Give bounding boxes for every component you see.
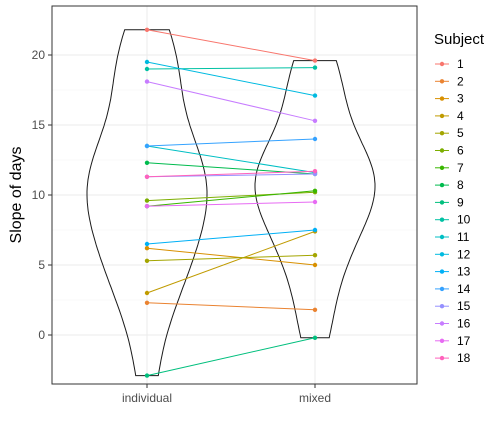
legend-label-15: 15 (457, 299, 471, 313)
y-tick-label: 5 (38, 258, 45, 272)
subject-2-line (146, 302, 316, 311)
subject-10-line (146, 67, 316, 70)
subject-3-point-mixed (312, 262, 318, 268)
subject-1-line (146, 29, 316, 62)
legend-label-10: 10 (457, 213, 471, 227)
legend-label-7: 7 (457, 161, 464, 175)
legend-key-13 (435, 269, 449, 274)
subject-16-point-mixed (312, 118, 318, 124)
subject-17-line (146, 201, 316, 207)
legend-label-2: 2 (457, 74, 464, 88)
subject-18-point-mixed (312, 169, 318, 174)
legend-key-16 (435, 321, 449, 326)
legend-label-18: 18 (457, 351, 471, 365)
subject-points (144, 27, 318, 378)
subject-5-point-mixed (312, 253, 318, 258)
legend-label-9: 9 (457, 195, 464, 209)
x-tick-label-mixed: mixed (299, 391, 331, 405)
subject-1-point-mixed (312, 58, 318, 63)
subject-14-point-individual (144, 143, 150, 149)
legend-label-14: 14 (457, 282, 471, 296)
subject-14-line (146, 138, 316, 147)
subject-11-line (146, 145, 316, 174)
subject-6-point-individual (144, 198, 150, 203)
subject-13-line (146, 229, 316, 245)
subject-17-point-individual (144, 204, 150, 209)
legend-key-6 (435, 148, 449, 153)
legend-key-2 (435, 79, 449, 84)
legend-label-11: 11 (457, 230, 470, 244)
legend-label-17: 17 (457, 334, 471, 348)
subject-1-point-individual (144, 27, 150, 32)
subject-8-point-individual (144, 160, 150, 165)
subject-12-point-mixed (312, 93, 318, 98)
subject-16-line (146, 81, 316, 122)
subject-14-point-mixed (312, 136, 318, 142)
subject-16-point-individual (144, 79, 150, 84)
legend-key-1 (435, 61, 449, 67)
y-axis: 0 5 10 15 20 (32, 48, 52, 342)
legend-key-18 (435, 355, 449, 361)
legend-key-12 (435, 252, 449, 257)
subject-12-point-individual (144, 59, 150, 65)
legend-key-14 (435, 286, 449, 292)
legend-key-9 (435, 200, 449, 205)
subject-10-point-mixed (312, 65, 318, 70)
legend-key-17 (435, 338, 449, 343)
subject-5-point-individual (144, 258, 150, 263)
legend-label-5: 5 (457, 126, 464, 140)
subject-18-point-individual (144, 174, 150, 179)
legend-label-16: 16 (457, 317, 471, 331)
legend-label-4: 4 (457, 109, 464, 123)
legend-title: Subject (434, 31, 485, 48)
x-axis: individual mixed (122, 384, 331, 405)
legend-key-15 (435, 304, 449, 309)
legend-label-3: 3 (457, 92, 464, 106)
subject-9-line (146, 337, 316, 377)
subject-4-point-individual (144, 290, 150, 296)
subject-18-line (146, 170, 316, 178)
legend-key-4 (435, 113, 449, 119)
legend-key-7 (435, 165, 449, 170)
subject-9-point-individual (144, 373, 150, 378)
subject-2-point-mixed (312, 307, 318, 312)
subject-3-line (146, 247, 316, 266)
y-tick-label: 20 (32, 48, 46, 62)
legend-label-8: 8 (457, 178, 464, 192)
subject-7-line (146, 190, 316, 207)
legend-key-10 (435, 217, 449, 222)
subject-5-line (146, 254, 316, 262)
legend-label-1: 1 (457, 57, 464, 71)
subject-17-point-mixed (312, 199, 318, 205)
legend-label-12: 12 (457, 247, 471, 261)
subject-7-point-mixed (312, 188, 318, 193)
legend-label-13: 13 (457, 265, 471, 279)
legend-key-8 (435, 182, 449, 188)
x-tick-label-individual: individual (122, 391, 172, 405)
legend-label-6: 6 (457, 144, 464, 158)
subject-lines (146, 29, 316, 377)
subject-4-line (146, 230, 316, 294)
subject-12-line (146, 61, 316, 97)
violin-mixed (254, 60, 376, 339)
legend-key-11 (435, 234, 449, 240)
subject-9-point-mixed (312, 335, 318, 340)
y-tick-label: 0 (38, 328, 45, 342)
y-axis-title: Slope of days (8, 147, 25, 244)
subject-3-point-individual (144, 246, 150, 251)
subject-2-point-individual (144, 300, 150, 305)
y-tick-label: 10 (32, 188, 46, 202)
legend-key-5 (435, 131, 449, 136)
subject-13-point-individual (144, 241, 150, 247)
subject-10-point-individual (144, 66, 150, 72)
subject-13-point-mixed (312, 227, 318, 233)
y-tick-label: 15 (32, 118, 46, 132)
legend-key-3 (435, 96, 449, 101)
gridlines (52, 6, 417, 384)
